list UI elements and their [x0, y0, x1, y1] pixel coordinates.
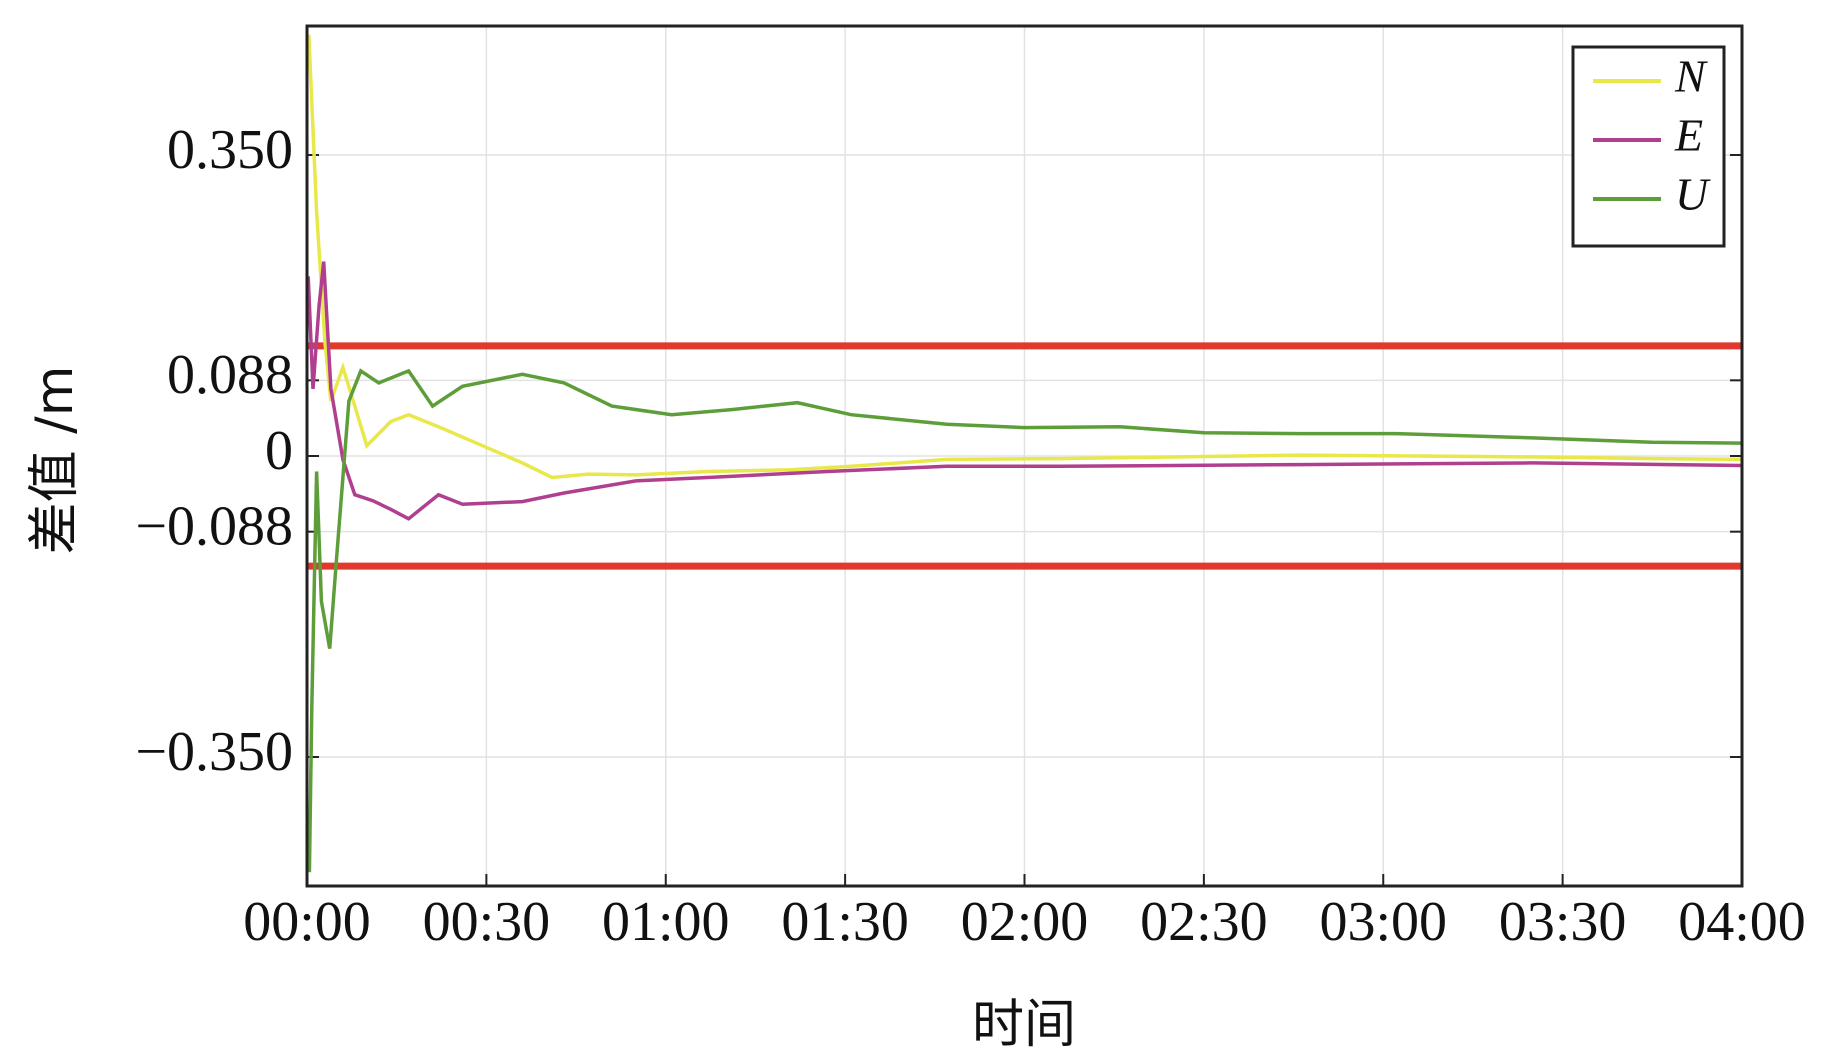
x-tick-label: 04:00 [1678, 891, 1806, 953]
plot-frame [305, 24, 1744, 888]
x-tick-label: 02:00 [961, 891, 1089, 953]
x-tick-label: 01:00 [602, 891, 730, 953]
y-axis-label: 差值 /m [25, 366, 85, 555]
y-tick-label: 0.088 [167, 344, 293, 406]
legend-label: U [1675, 169, 1711, 220]
x-tick-label: 01:30 [781, 891, 909, 953]
x-tick-label: 02:30 [1140, 891, 1268, 953]
x-tick-label: 03:30 [1499, 891, 1627, 953]
y-tick-label: 0.350 [167, 119, 293, 181]
x-tick-label: 00:30 [423, 891, 551, 953]
y-tick-label: −0.088 [135, 496, 293, 558]
series-line [307, 34, 1742, 480]
x-tick-label: 00:00 [243, 891, 371, 953]
x-axis-label: 时间 [972, 995, 1076, 1055]
y-tick-label: −0.350 [135, 721, 293, 783]
series-line [307, 368, 1742, 873]
legend-label: E [1674, 110, 1703, 161]
legend-label: N [1674, 51, 1708, 102]
y-tick-label: 0 [265, 420, 293, 482]
x-tick-label: 03:00 [1319, 891, 1447, 953]
series-line [307, 261, 1742, 521]
